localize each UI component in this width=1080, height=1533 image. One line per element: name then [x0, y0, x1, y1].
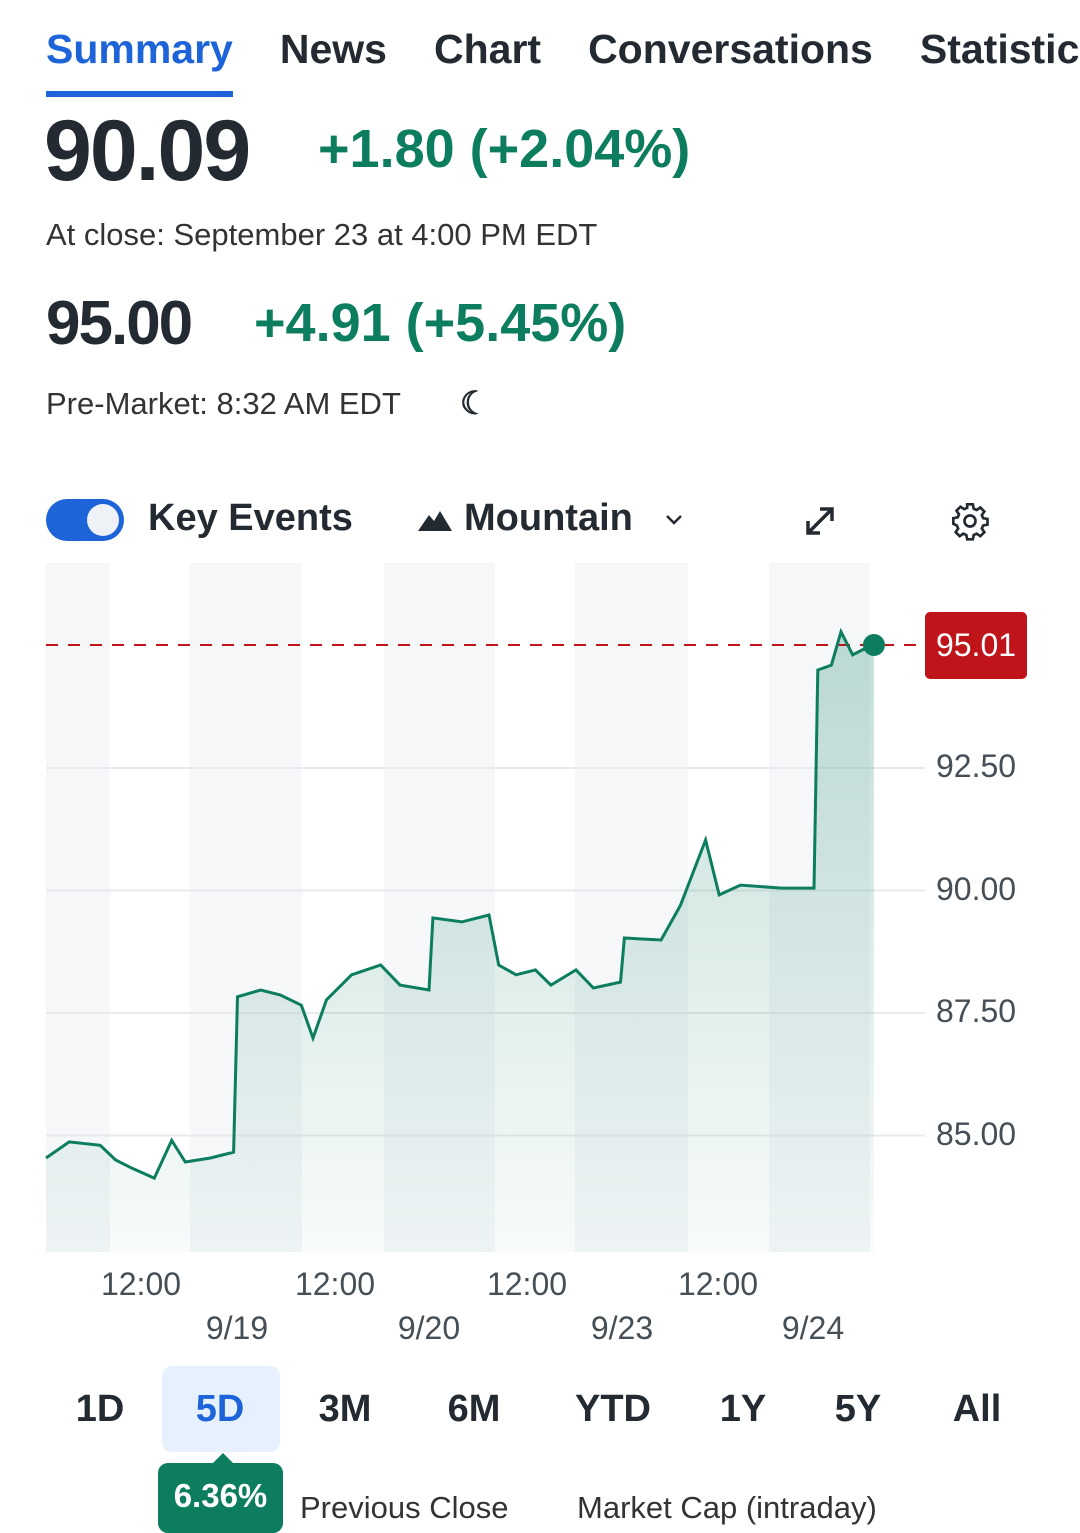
range-ytd[interactable]: YTD	[575, 1388, 651, 1430]
selected-range-highlight	[162, 1366, 280, 1452]
price-line	[45, 627, 875, 1181]
x-tick-time: 12:00	[486, 1266, 568, 1302]
y-tick-label: 85.00	[936, 1115, 1017, 1152]
market-cap-label: Market Cap (intraday)	[577, 1490, 877, 1525]
premarket-label: Pre-Market: 8:32 AM EDT	[46, 386, 401, 421]
x-tick-date: 9/20	[397, 1310, 461, 1346]
tab-summary[interactable]: Summary	[46, 26, 233, 97]
last-price-dot	[862, 634, 885, 657]
range-1y[interactable]: 1Y	[719, 1388, 767, 1430]
price-chart[interactable]	[0, 0, 1080, 1360]
session-band	[46, 563, 110, 1252]
tab-chart[interactable]: Chart	[433, 26, 542, 72]
x-tick-date: 9/23	[590, 1310, 654, 1346]
close-price: 90.09	[44, 103, 251, 199]
x-tick-time: 12:00	[294, 1266, 376, 1302]
price-area	[46, 631, 874, 1252]
previous-close-label: Previous Close	[300, 1490, 509, 1525]
premarket-change: +4.91 (+5.45%)	[254, 293, 627, 353]
range-5d[interactable]: 5D	[195, 1388, 245, 1430]
x-tick-date: 9/24	[781, 1310, 845, 1346]
tab-conversations[interactable]: Conversations	[588, 26, 873, 72]
range-all[interactable]: All	[952, 1388, 1002, 1430]
y-tick-label: 90.00	[936, 870, 1017, 907]
close-change: +1.80 (+2.04%)	[318, 119, 691, 179]
current-price-tag: 95.01	[925, 612, 1027, 679]
x-tick-time: 12:00	[677, 1266, 759, 1302]
key-events-toggle[interactable]	[46, 499, 124, 541]
y-tick-label: 92.50	[936, 748, 1017, 784]
close-label: At close: September 23 at 4:00 PM EDT	[46, 217, 598, 252]
mountain-icon	[418, 511, 452, 531]
moon-icon: ☾	[460, 385, 489, 421]
range-5y[interactable]: 5Y	[834, 1388, 882, 1430]
tab-statistics[interactable]: Statistics	[919, 26, 1080, 72]
range-1d[interactable]: 1D	[75, 1388, 125, 1430]
key-events-label: Key Events	[148, 497, 353, 539]
chart-toolbar: Key Events Mountain	[46, 495, 1006, 547]
range-6m[interactable]: 6M	[447, 1388, 501, 1430]
x-tick-date: 9/19	[205, 1310, 269, 1346]
premarket-price: 95.00	[46, 289, 193, 358]
gear-icon[interactable]	[950, 501, 990, 541]
range-3m[interactable]: 3M	[318, 1388, 372, 1430]
tab-bar: Summary News Chart Conversations Statist…	[46, 26, 1080, 97]
range-change-badge: 6.36%	[158, 1453, 283, 1533]
expand-icon[interactable]	[802, 503, 838, 539]
y-tick-label: 87.50	[936, 993, 1017, 1029]
chart-type-label: Mountain	[464, 497, 633, 539]
chevron-down-icon	[666, 515, 682, 525]
x-tick-time: 12:00	[100, 1266, 182, 1302]
tab-news[interactable]: News	[279, 26, 387, 72]
